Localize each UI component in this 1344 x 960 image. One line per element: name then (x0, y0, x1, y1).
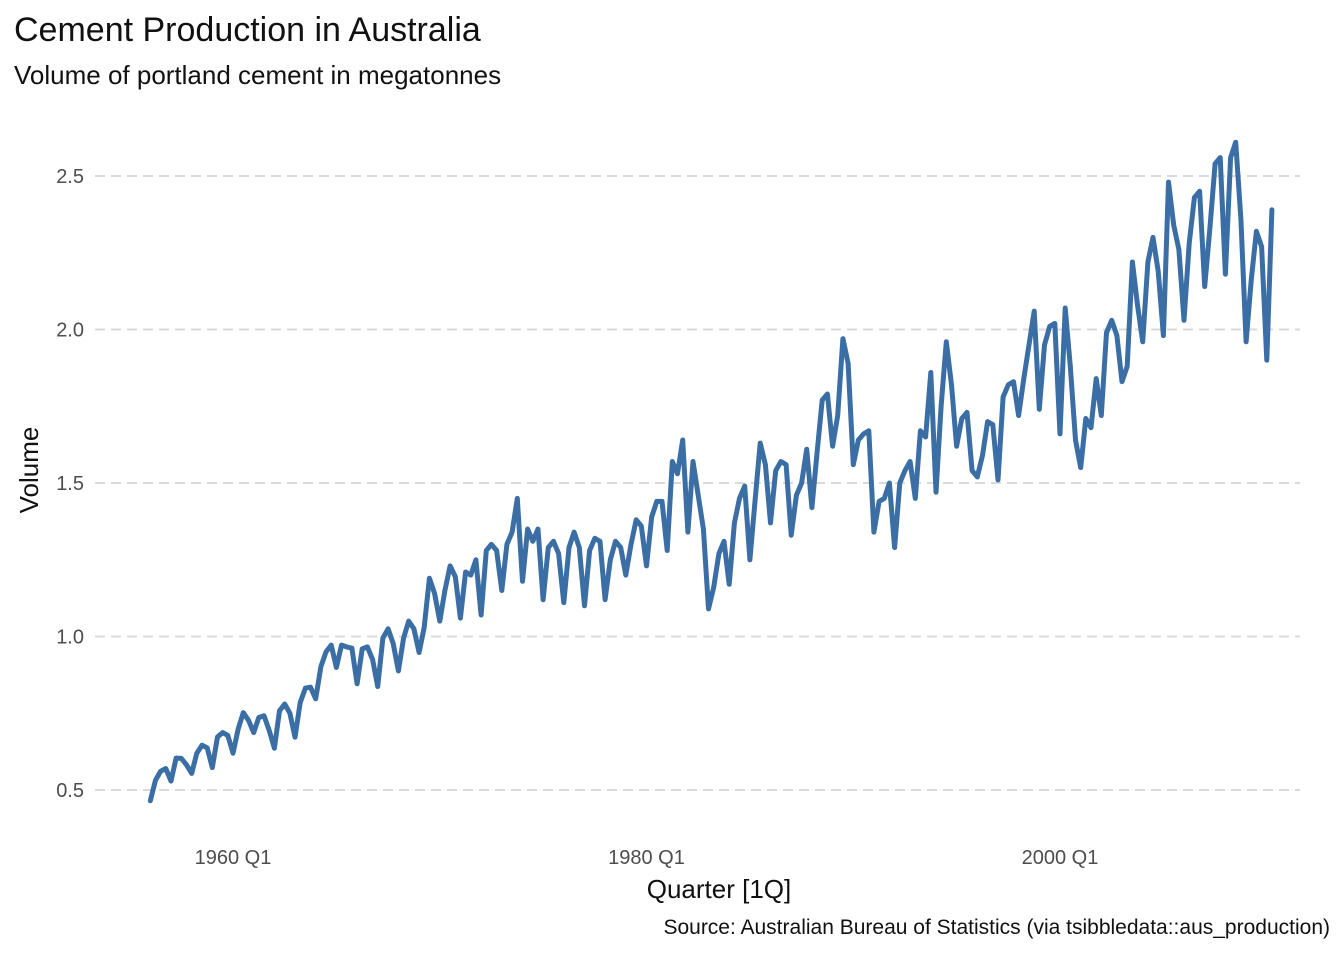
chart-caption: Source: Australian Bureau of Statistics … (663, 916, 1330, 939)
x-tick-label: 1980 Q1 (608, 847, 685, 869)
x-axis-ticks: 1960 Q1 1980 Q1 2000 Q1 (195, 847, 1099, 869)
y-tick-label: 1.5 (56, 473, 84, 495)
x-tick-label: 1960 Q1 (195, 847, 272, 869)
y-axis-label: Volume (14, 427, 44, 514)
y-tick-label: 2.0 (56, 320, 84, 342)
gridlines (95, 175, 1300, 791)
chart-subtitle: Volume of portland cement in megatonnes (14, 60, 502, 90)
y-tick-label: 2.5 (56, 166, 84, 188)
y-tick-label: 0.5 (56, 780, 84, 802)
series-layer (147, 139, 1275, 804)
y-tick-label: 1.0 (56, 627, 84, 649)
y-axis-ticks: 0.5 1.0 1.5 2.0 2.5 (56, 166, 84, 802)
series-line-0 (147, 139, 1275, 804)
x-tick-label: 2000 Q1 (1022, 847, 1099, 869)
x-axis-label: Quarter [1Q] (647, 874, 792, 904)
chart-title: Cement Production in Australia (14, 11, 481, 49)
